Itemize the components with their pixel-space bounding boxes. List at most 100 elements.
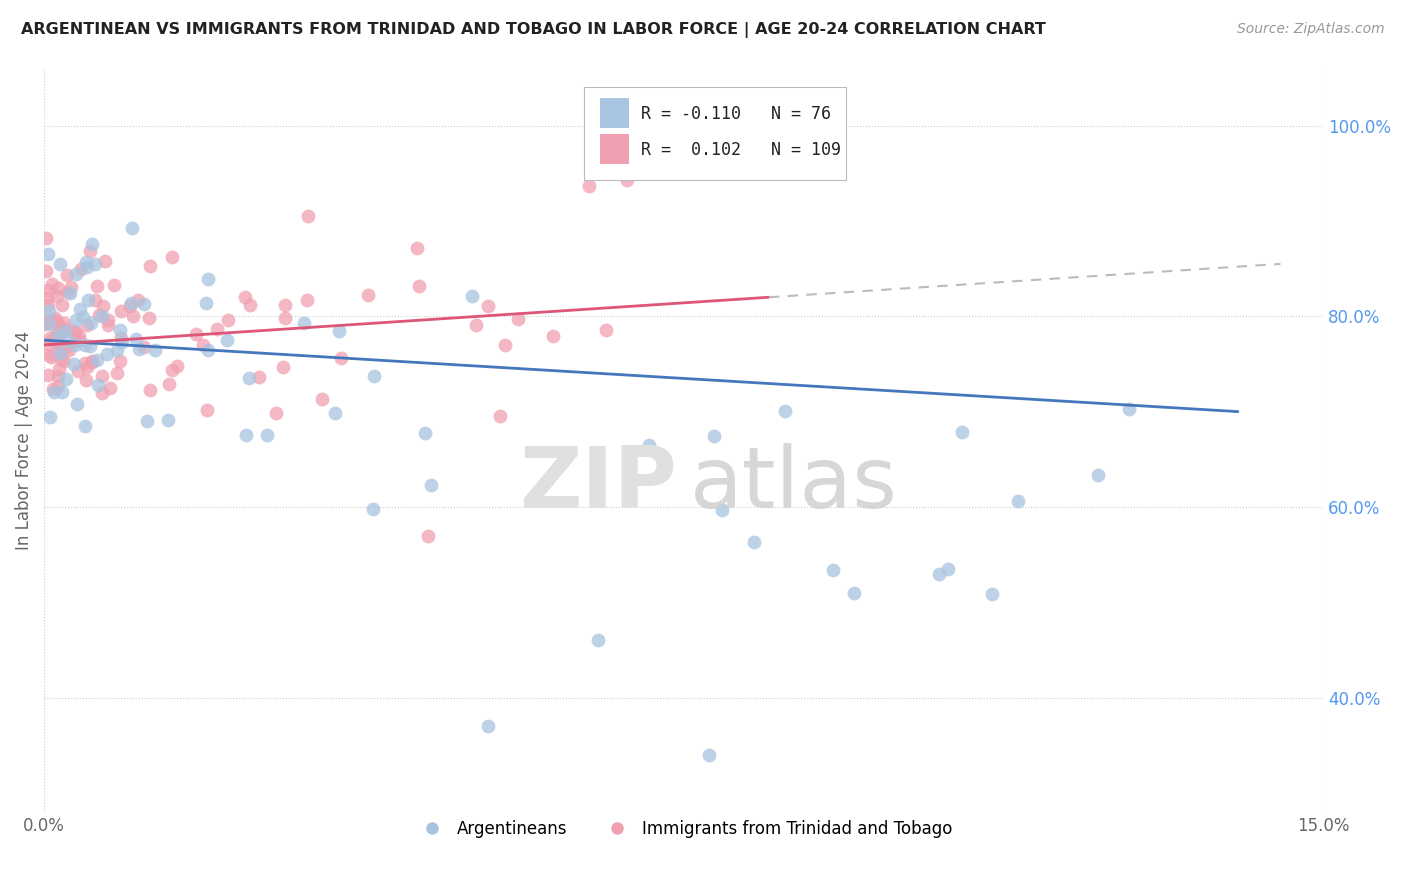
Point bbox=[42, 384, 65, 399]
Point bbox=[46, 289, 69, 303]
Point bbox=[58, 343, 80, 357]
Point bbox=[294, 316, 316, 330]
Point bbox=[477, 719, 499, 733]
Point bbox=[108, 323, 131, 337]
Point bbox=[44, 310, 66, 325]
Point bbox=[77, 293, 100, 308]
Point bbox=[87, 308, 110, 322]
Point bbox=[38, 331, 60, 345]
Point bbox=[256, 427, 278, 442]
Point bbox=[120, 296, 142, 310]
Point bbox=[51, 385, 73, 400]
Point bbox=[1118, 401, 1140, 416]
Point bbox=[361, 502, 384, 516]
Point bbox=[139, 260, 162, 274]
Point bbox=[110, 330, 132, 344]
Point bbox=[48, 281, 70, 295]
Point bbox=[408, 278, 430, 293]
Point bbox=[46, 330, 69, 344]
Point bbox=[162, 250, 184, 264]
FancyBboxPatch shape bbox=[600, 98, 628, 128]
Point bbox=[35, 315, 58, 329]
Point bbox=[93, 299, 115, 313]
Point bbox=[773, 404, 796, 418]
Point bbox=[844, 585, 866, 599]
Point bbox=[48, 318, 70, 332]
Point bbox=[297, 209, 319, 223]
Point bbox=[86, 353, 108, 368]
Point bbox=[52, 354, 75, 368]
Text: R =  0.102   N = 109: R = 0.102 N = 109 bbox=[641, 141, 841, 160]
Point bbox=[105, 366, 128, 380]
Point bbox=[65, 267, 87, 281]
Point bbox=[128, 342, 150, 356]
Point bbox=[238, 371, 260, 385]
Point bbox=[56, 333, 79, 347]
Point bbox=[742, 534, 765, 549]
Point bbox=[127, 293, 149, 308]
Point bbox=[110, 303, 132, 318]
Point bbox=[76, 360, 98, 375]
Point bbox=[55, 324, 77, 338]
Point bbox=[108, 353, 131, 368]
Point bbox=[616, 172, 638, 186]
Point bbox=[55, 341, 77, 355]
Point bbox=[69, 261, 91, 276]
Point bbox=[638, 438, 661, 452]
Point bbox=[65, 324, 87, 338]
Point bbox=[56, 285, 79, 299]
Point bbox=[49, 352, 72, 367]
Text: atlas: atlas bbox=[690, 443, 898, 526]
Point bbox=[264, 407, 287, 421]
Point bbox=[53, 316, 76, 330]
Point bbox=[84, 293, 107, 307]
Point bbox=[157, 377, 180, 392]
Point bbox=[118, 299, 141, 313]
Point bbox=[274, 310, 297, 325]
Point bbox=[86, 278, 108, 293]
Point bbox=[194, 296, 217, 310]
Point bbox=[41, 383, 63, 397]
Point bbox=[65, 312, 87, 326]
Point bbox=[233, 290, 256, 304]
Point bbox=[928, 566, 950, 581]
Point bbox=[37, 283, 59, 297]
Point bbox=[79, 244, 101, 258]
Point bbox=[91, 386, 114, 401]
Point bbox=[217, 313, 239, 327]
Legend: Argentineans, Immigrants from Trinidad and Tobago: Argentineans, Immigrants from Trinidad a… bbox=[408, 814, 959, 845]
Point bbox=[48, 257, 70, 271]
Point bbox=[138, 311, 160, 326]
Point bbox=[38, 409, 60, 424]
Point bbox=[295, 293, 318, 308]
Point bbox=[197, 271, 219, 285]
Point bbox=[477, 299, 499, 313]
Text: ZIP: ZIP bbox=[519, 443, 678, 526]
Point bbox=[46, 369, 69, 384]
Point bbox=[311, 392, 333, 407]
Point bbox=[363, 369, 385, 384]
Point bbox=[55, 372, 77, 386]
Point bbox=[75, 255, 97, 269]
Point bbox=[41, 333, 63, 347]
Point bbox=[45, 314, 67, 328]
Point bbox=[35, 317, 58, 331]
Point bbox=[69, 333, 91, 347]
Point bbox=[35, 263, 58, 277]
Point bbox=[82, 354, 104, 368]
Point bbox=[1007, 494, 1029, 508]
Point bbox=[186, 327, 208, 342]
Point bbox=[73, 356, 96, 370]
Point bbox=[37, 298, 59, 312]
Point bbox=[94, 254, 117, 268]
Point bbox=[63, 334, 86, 349]
Point bbox=[139, 383, 162, 397]
Point bbox=[79, 338, 101, 352]
Point bbox=[205, 322, 228, 336]
Point bbox=[80, 316, 103, 330]
Point bbox=[111, 334, 134, 349]
Point bbox=[419, 477, 441, 491]
Point bbox=[239, 298, 262, 312]
Point bbox=[235, 427, 257, 442]
Point bbox=[46, 379, 69, 393]
